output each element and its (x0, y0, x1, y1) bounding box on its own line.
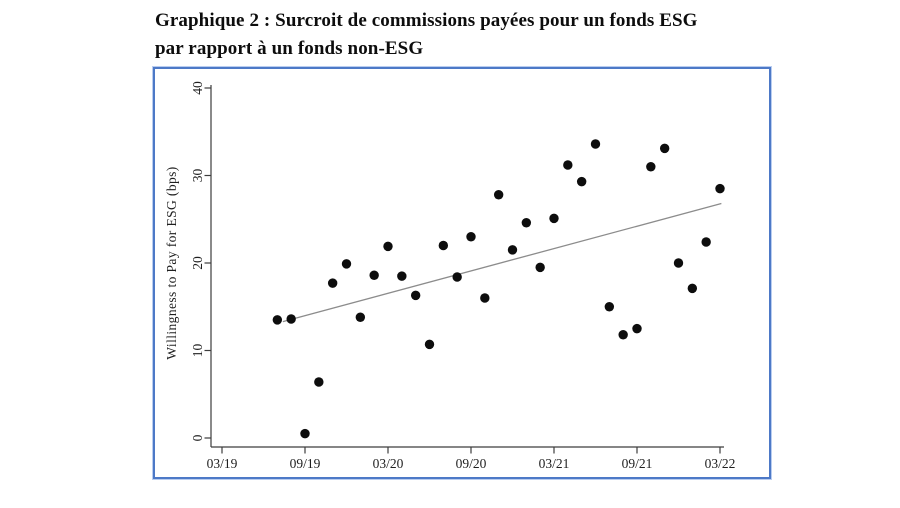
data-point (438, 240, 449, 251)
data-point (300, 428, 310, 439)
data-point (424, 339, 435, 350)
x-tick-label: 09/20 (456, 456, 487, 471)
data-point (618, 330, 628, 340)
trend-line (282, 202, 722, 323)
x-tick-label: 03/21 (539, 456, 570, 471)
data-point (715, 183, 725, 194)
x-tick-label: 03/20 (373, 456, 404, 471)
data-point (314, 377, 324, 387)
figure-title: Graphique 2 : Surcroit de commissions pa… (155, 7, 795, 63)
data-point (341, 259, 352, 269)
data-point (493, 190, 504, 200)
data-point (563, 160, 573, 170)
data-point (286, 314, 296, 324)
y-tick-label: 10 (190, 344, 205, 358)
figure-title-line-2: par rapport à un fonds non-ESG (155, 38, 424, 59)
data-point (659, 143, 670, 154)
data-point (687, 283, 698, 294)
data-point (383, 241, 393, 252)
data-point (673, 258, 684, 268)
x-tick-label: 03/22 (705, 456, 736, 471)
data-point (604, 302, 615, 312)
scatter-plot: 0 10 20 30 40 03/19 09/19 03/20 09/20 03/21 09/21 0… (164, 81, 736, 471)
data-point (466, 232, 476, 242)
y-tick-label: 30 (190, 169, 205, 183)
y-tick-label: 0 (190, 434, 205, 441)
data-point (480, 293, 490, 303)
data-point (452, 272, 462, 282)
data-point (410, 290, 421, 301)
figure-title-line-1: Graphique 2 : Surcroit de commissions pa… (155, 10, 698, 31)
data-point (327, 278, 338, 288)
data-point (355, 312, 366, 322)
y-axis-title: Willingness to Pay for ESG (bps) (164, 166, 179, 359)
data-point (646, 162, 656, 172)
data-point (632, 323, 642, 334)
data-point (701, 237, 711, 247)
y-tick-label: 20 (190, 256, 205, 270)
data-point (272, 315, 283, 325)
x-tick-label: 09/21 (622, 456, 653, 471)
y-tick-label: 40 (190, 81, 205, 95)
data-point (590, 139, 601, 149)
data-point (549, 213, 559, 224)
chart-frame: 0 10 20 30 40 03/19 09/19 03/20 09/20 03/21 09/21 0… (153, 67, 771, 479)
data-point (576, 176, 587, 187)
data-point (521, 218, 532, 228)
x-tick-label: 03/19 (207, 456, 238, 471)
data-point (535, 262, 545, 273)
x-tick-label: 09/19 (290, 456, 321, 471)
data-point (507, 245, 518, 255)
data-point (369, 270, 379, 280)
data-point (397, 271, 407, 281)
